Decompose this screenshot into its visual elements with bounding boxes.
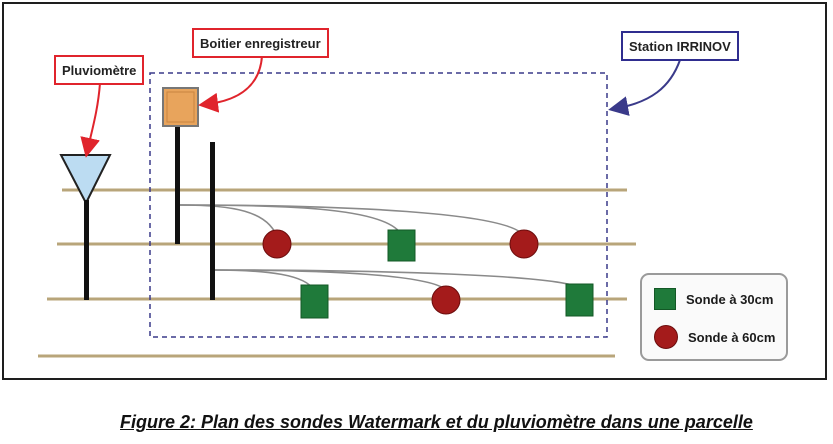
station-boundary: [149, 72, 608, 338]
sonde-60cm-swatch: [654, 325, 678, 349]
pluviometre-funnel: [59, 154, 112, 206]
legend-label-30cm: Sonde à 30cm: [686, 291, 774, 307]
pluviometre-label: Pluviomètre: [54, 55, 145, 85]
recorder-post-left: [175, 124, 180, 244]
crop-rows: [38, 188, 636, 358]
boitier-label: Boitier enregistreur: [192, 28, 329, 58]
sonde-30cm: [565, 283, 594, 317]
legend: Sonde à 30cm Sonde à 60cm: [640, 273, 788, 361]
cable: [179, 204, 279, 241]
legend-item-60cm: Sonde à 60cm: [654, 324, 775, 350]
pluviometre-post: [84, 200, 89, 300]
recorder-post-right: [210, 142, 215, 300]
sonde-60cm: [262, 229, 292, 259]
cable: [212, 269, 315, 291]
sonde-60cm: [509, 229, 539, 259]
sonde-60cm: [431, 285, 461, 315]
figure-caption: Figure 2: Plan des sondes Watermark et d…: [120, 412, 753, 432]
legend-item-30cm: Sonde à 30cm: [654, 286, 773, 312]
legend-label-60cm: Sonde à 60cm: [688, 329, 776, 345]
sonde-30cm-swatch: [654, 288, 676, 310]
cable: [212, 269, 581, 289]
station-label: Station IRRINOV: [621, 31, 739, 61]
sonde-30cm: [300, 284, 329, 319]
boitier-box: [162, 87, 199, 127]
boitier-arrow: [198, 55, 263, 113]
station-arrow: [608, 59, 681, 116]
pluviometre-arrow: [80, 82, 101, 158]
cable: [179, 204, 525, 237]
sonde-30cm: [387, 229, 416, 262]
